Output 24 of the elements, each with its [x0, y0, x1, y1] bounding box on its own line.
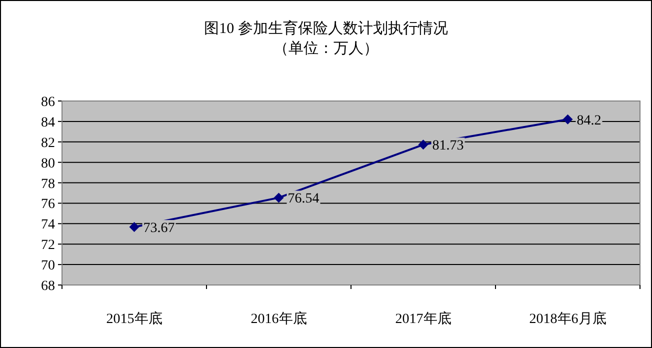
title: 图10 参加生育保险人数计划执行情况 — [204, 21, 448, 37]
xtick: 2018年6月底 — [529, 312, 606, 327]
ytick: 78 — [41, 176, 55, 192]
data-label: 76.54 — [288, 192, 320, 207]
ytick: 86 — [41, 95, 55, 110]
ytick: 82 — [41, 136, 55, 151]
xtick: 2015年底 — [106, 312, 162, 327]
ytick: 74 — [41, 218, 55, 233]
data-label: 84.2 — [576, 113, 602, 128]
ytick: 72 — [41, 238, 55, 254]
ytick: 76 — [41, 197, 55, 212]
ytick: 68 — [41, 279, 55, 294]
point — [562, 114, 573, 124]
point — [418, 140, 428, 150]
xtick: 2016年底 — [250, 312, 307, 327]
data-label: 81.73 — [432, 138, 464, 154]
ytick: 80 — [41, 156, 55, 172]
point — [274, 192, 284, 203]
xtick: 2017年底 — [395, 312, 452, 327]
subtitle: （单位：万人） — [274, 41, 378, 57]
data-label: 73.67 — [143, 221, 175, 236]
ytick: 70 — [41, 258, 55, 274]
ytick: 84 — [41, 115, 55, 130]
point — [129, 222, 140, 232]
